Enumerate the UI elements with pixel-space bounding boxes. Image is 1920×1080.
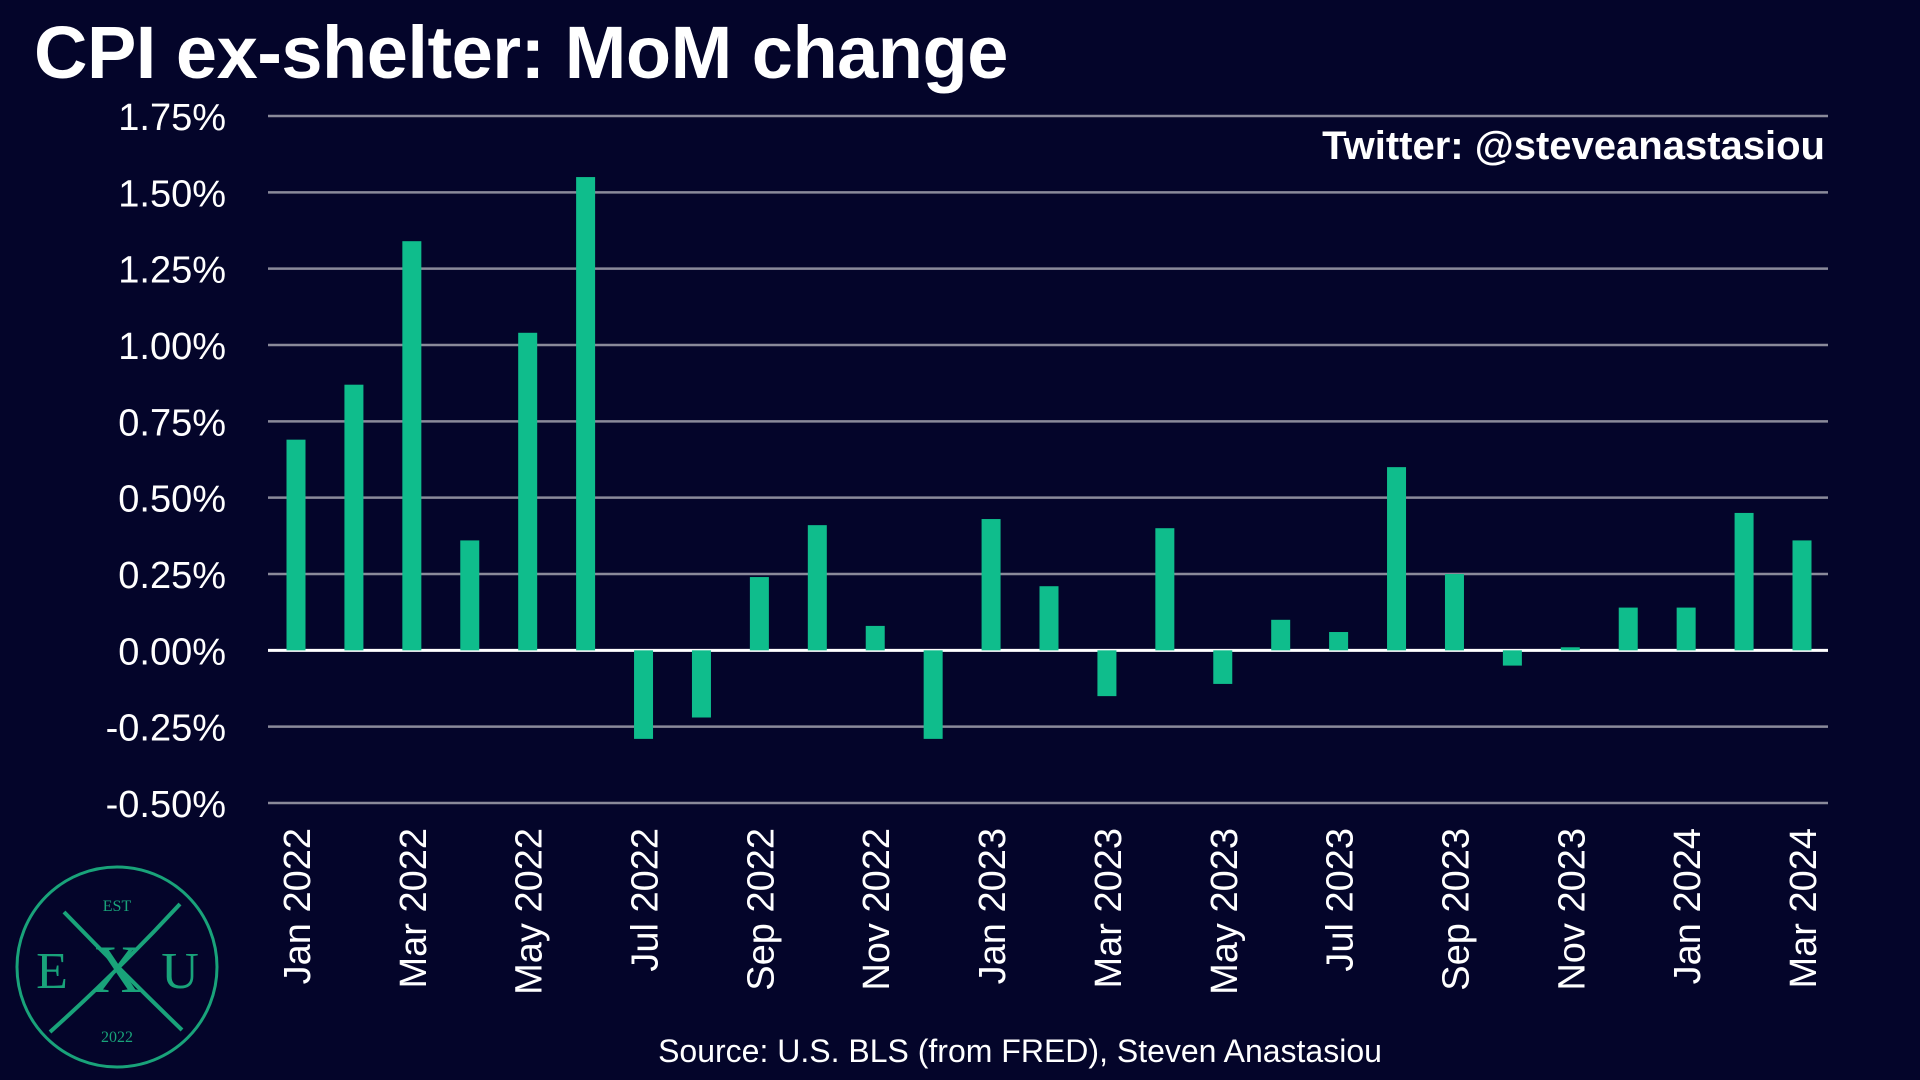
logo-ring (15, 865, 219, 1069)
bar-dec-2023 (1618, 607, 1638, 651)
y-tick-label: 1.50% (118, 173, 226, 215)
logo-swoosh-2 (62, 910, 184, 1032)
exu-logo: EST E X U 2022 (15, 865, 219, 1069)
x-tick-label: Sep 2023 (1435, 828, 1477, 991)
bar-mar-2023 (1097, 650, 1117, 697)
bar-mar-2024 (1792, 540, 1812, 651)
x-tick-label: Jan 2024 (1667, 828, 1709, 984)
logo-est-text: EST (103, 898, 132, 915)
bar-may-2023 (1213, 650, 1233, 684)
bar-jun-2022 (576, 177, 596, 651)
x-tick-label: Jul 2022 (625, 828, 667, 972)
bar-jan-2022 (286, 439, 306, 651)
bar-dec-2022 (923, 650, 943, 739)
bar-jan-2024 (1676, 607, 1696, 651)
bar-aug-2023 (1387, 467, 1407, 651)
logo-year-text: 2022 (101, 1029, 133, 1046)
bar-aug-2022 (691, 650, 711, 718)
x-tick-label: Sep 2022 (740, 828, 782, 991)
bar-oct-2023 (1502, 650, 1522, 666)
x-tick-label: Mar 2024 (1783, 828, 1825, 989)
bar-jan-2023 (981, 519, 1001, 651)
bar-jul-2023 (1329, 632, 1349, 651)
x-tick-label: Jan 2022 (277, 828, 319, 984)
bar-feb-2022 (344, 384, 364, 651)
logo-letter-e: E (36, 943, 68, 1000)
y-tick-label: 1.00% (118, 326, 226, 368)
bar-feb-2024 (1734, 512, 1754, 651)
x-tick-label: May 2023 (1204, 828, 1246, 995)
y-axis-ticks: -0.50% -0.25% 0.00% 0.25% 0.50% 0.75% 1.00% 1.2… (106, 97, 226, 826)
bar-jun-2023 (1271, 619, 1291, 651)
y-tick-label: 0.25% (118, 555, 226, 597)
bar-mar-2022 (402, 241, 422, 651)
bar-may-2022 (518, 332, 538, 651)
x-tick-label: Nov 2023 (1551, 828, 1593, 991)
bar-feb-2023 (1039, 586, 1059, 651)
bars (286, 177, 1812, 739)
grid-lines (268, 114, 1828, 805)
source-note: Source: U.S. BLS (from FRED), Steven Ana… (658, 1033, 1382, 1069)
bar-oct-2022 (807, 525, 827, 651)
y-tick-label: 0.50% (118, 479, 226, 521)
x-tick-label: Jul 2023 (1320, 828, 1362, 972)
bar-apr-2023 (1155, 528, 1175, 651)
twitter-watermark: Twitter: @steveanastasiou (1322, 124, 1825, 168)
bar-nov-2022 (865, 625, 885, 651)
bar-jul-2022 (634, 650, 654, 739)
y-tick-label: 1.75% (118, 97, 226, 139)
bar-nov-2023 (1560, 647, 1580, 651)
x-tick-label: May 2022 (509, 828, 551, 995)
x-tick-label: Jan 2023 (972, 828, 1014, 984)
y-tick-label: 1.25% (118, 250, 226, 292)
logo-letter-u: U (161, 943, 199, 1000)
y-tick-label: -0.25% (106, 708, 226, 750)
y-tick-label: 0.75% (118, 402, 226, 444)
x-axis-ticks: Jan 2022 Mar 2022 May 2022 Jul 2022 Sep 2022… (277, 828, 1825, 995)
bar-apr-2022 (460, 540, 480, 651)
bar-sep-2023 (1444, 574, 1464, 651)
bar-sep-2022 (749, 577, 769, 651)
y-tick-label: -0.50% (106, 784, 226, 826)
y-tick-label: 0.00% (118, 631, 226, 673)
chart-title: CPI ex-shelter: MoM change (34, 11, 1008, 94)
x-tick-label: Mar 2022 (393, 828, 435, 989)
x-tick-label: Nov 2022 (856, 828, 898, 991)
x-tick-label: Mar 2023 (1088, 828, 1130, 989)
logo-swoosh-1 (48, 902, 182, 1034)
